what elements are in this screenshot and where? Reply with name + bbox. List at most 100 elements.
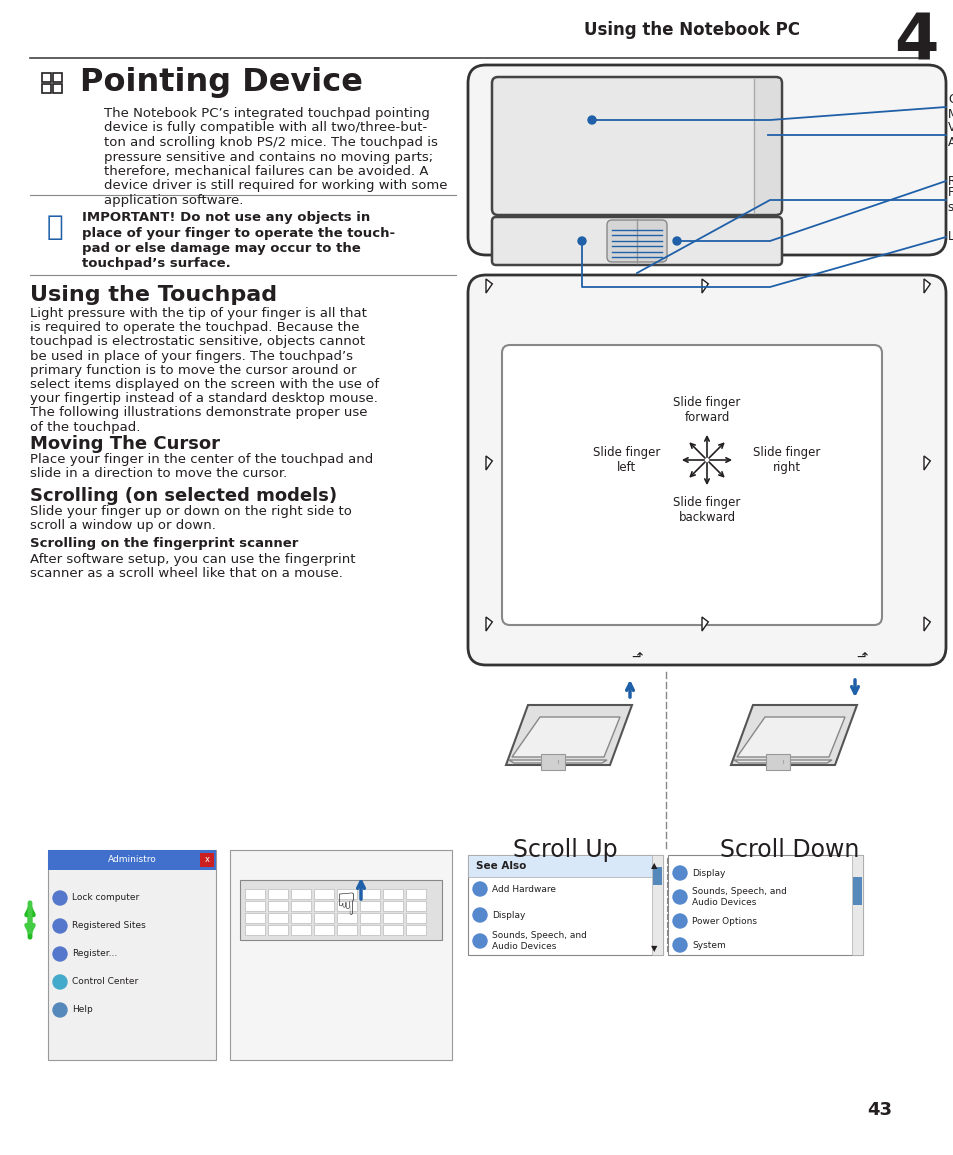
Text: System: System xyxy=(691,940,725,949)
Polygon shape xyxy=(509,760,606,763)
Polygon shape xyxy=(923,456,929,470)
Bar xyxy=(336,889,356,899)
Bar xyxy=(268,901,288,911)
Polygon shape xyxy=(730,705,856,765)
Bar xyxy=(667,855,862,955)
Circle shape xyxy=(53,975,67,989)
Bar xyxy=(540,753,564,769)
Bar xyxy=(359,925,379,936)
Text: Slide your finger up or down on the right side to: Slide your finger up or down on the righ… xyxy=(30,505,352,517)
Polygon shape xyxy=(485,280,492,293)
Bar xyxy=(359,912,379,923)
Text: Register...: Register... xyxy=(71,949,117,959)
Text: 4: 4 xyxy=(893,12,937,74)
Text: slide in a direction to move the cursor.: slide in a direction to move the cursor. xyxy=(30,468,287,480)
Text: therefore, mechanical failures can be avoided. A: therefore, mechanical failures can be av… xyxy=(104,165,428,178)
Bar xyxy=(359,889,379,899)
Circle shape xyxy=(53,947,67,961)
Text: Administro: Administro xyxy=(108,856,156,864)
Bar xyxy=(468,855,662,955)
Text: device driver is still required for working with some: device driver is still required for work… xyxy=(104,179,447,193)
Bar xyxy=(468,855,662,877)
Text: Scrolling (on selected models): Scrolling (on selected models) xyxy=(30,487,336,505)
Text: ☞: ☞ xyxy=(326,892,355,918)
Circle shape xyxy=(53,1003,67,1018)
Text: scanner as a scroll wheel like that on a mouse.: scanner as a scroll wheel like that on a… xyxy=(30,567,342,580)
Bar xyxy=(53,84,62,94)
Text: Cursor
Movement: Cursor Movement xyxy=(947,94,953,121)
Bar xyxy=(291,901,311,911)
Text: scroll a window up or down.: scroll a window up or down. xyxy=(30,520,215,532)
Bar xyxy=(382,925,402,936)
Text: Registered Sites: Registered Sites xyxy=(71,922,146,931)
FancyBboxPatch shape xyxy=(492,77,781,215)
Text: pad or else damage may occur to the: pad or else damage may occur to the xyxy=(82,243,360,255)
Text: Add Hardware: Add Hardware xyxy=(492,885,556,894)
Circle shape xyxy=(672,938,686,952)
Text: Sounds, Speech, and
Audio Devices: Sounds, Speech, and Audio Devices xyxy=(492,931,586,951)
Polygon shape xyxy=(512,717,619,757)
Bar xyxy=(42,73,51,82)
Text: Left Click: Left Click xyxy=(947,231,953,244)
Bar xyxy=(382,912,402,923)
Text: Pointing Device: Pointing Device xyxy=(80,67,362,97)
Bar xyxy=(765,753,789,769)
Text: See Also: See Also xyxy=(476,860,526,871)
FancyBboxPatch shape xyxy=(501,345,882,625)
Text: Display: Display xyxy=(492,910,525,919)
Text: Slide finger
forward: Slide finger forward xyxy=(673,396,740,424)
Text: Light pressure with the tip of your finger is all that: Light pressure with the tip of your fing… xyxy=(30,307,367,320)
Bar xyxy=(406,912,426,923)
Text: The Notebook PC’s integrated touchpad pointing: The Notebook PC’s integrated touchpad po… xyxy=(104,107,430,120)
Circle shape xyxy=(672,891,686,904)
Text: place of your finger to operate the touch-: place of your finger to operate the touc… xyxy=(82,226,395,239)
Bar xyxy=(268,889,288,899)
Text: Lock computer: Lock computer xyxy=(71,894,139,902)
FancyBboxPatch shape xyxy=(468,65,945,255)
Bar xyxy=(291,912,311,923)
Text: is required to operate the touchpad. Because the: is required to operate the touchpad. Bec… xyxy=(30,321,359,334)
Bar xyxy=(314,912,334,923)
Text: ⬏: ⬏ xyxy=(855,651,867,665)
Polygon shape xyxy=(701,617,707,631)
Polygon shape xyxy=(733,760,831,763)
Text: ⬏: ⬏ xyxy=(631,651,642,665)
Text: touchpad is electrostatic sensitive, objects cannot: touchpad is electrostatic sensitive, obj… xyxy=(30,335,365,349)
Polygon shape xyxy=(485,456,492,470)
Text: ▲: ▲ xyxy=(650,862,657,871)
Bar xyxy=(268,925,288,936)
Text: Slide finger
left: Slide finger left xyxy=(593,446,660,474)
Bar xyxy=(245,889,265,899)
Circle shape xyxy=(53,891,67,906)
Text: device is fully compatible with all two/three-but-: device is fully compatible with all two/… xyxy=(104,121,427,134)
Text: ▼: ▼ xyxy=(650,945,657,954)
Bar xyxy=(291,889,311,899)
Text: Control Center: Control Center xyxy=(71,977,138,986)
Circle shape xyxy=(473,934,486,948)
Circle shape xyxy=(672,914,686,927)
Text: The following illustrations demonstrate proper use: The following illustrations demonstrate … xyxy=(30,407,367,419)
Text: Vertical Scroll
Area: Vertical Scroll Area xyxy=(947,121,953,149)
Text: Using the Notebook PC: Using the Notebook PC xyxy=(583,21,800,39)
Text: be used in place of your fingers. The touchpad’s: be used in place of your fingers. The to… xyxy=(30,350,353,363)
Text: 43: 43 xyxy=(866,1101,892,1119)
Text: Right Click: Right Click xyxy=(947,174,953,187)
FancyBboxPatch shape xyxy=(468,275,945,665)
Text: Fingerprint
scanner / scroll: Fingerprint scanner / scroll xyxy=(947,186,953,214)
Circle shape xyxy=(587,116,596,124)
Bar xyxy=(314,889,334,899)
Text: application software.: application software. xyxy=(104,194,243,207)
Text: After software setup, you can use the fingerprint: After software setup, you can use the fi… xyxy=(30,553,355,566)
Bar xyxy=(652,867,661,885)
Text: primary function is to move the cursor around or: primary function is to move the cursor a… xyxy=(30,364,356,377)
Bar xyxy=(268,912,288,923)
Bar xyxy=(851,855,862,955)
Text: Display: Display xyxy=(691,869,724,878)
Circle shape xyxy=(578,237,585,245)
Bar xyxy=(245,912,265,923)
Bar xyxy=(230,850,452,1060)
Text: Scrolling on the fingerprint scanner: Scrolling on the fingerprint scanner xyxy=(30,537,298,550)
Text: Slide finger
right: Slide finger right xyxy=(753,446,820,474)
Polygon shape xyxy=(923,617,929,631)
Text: your fingertip instead of a standard desktop mouse.: your fingertip instead of a standard des… xyxy=(30,393,377,405)
